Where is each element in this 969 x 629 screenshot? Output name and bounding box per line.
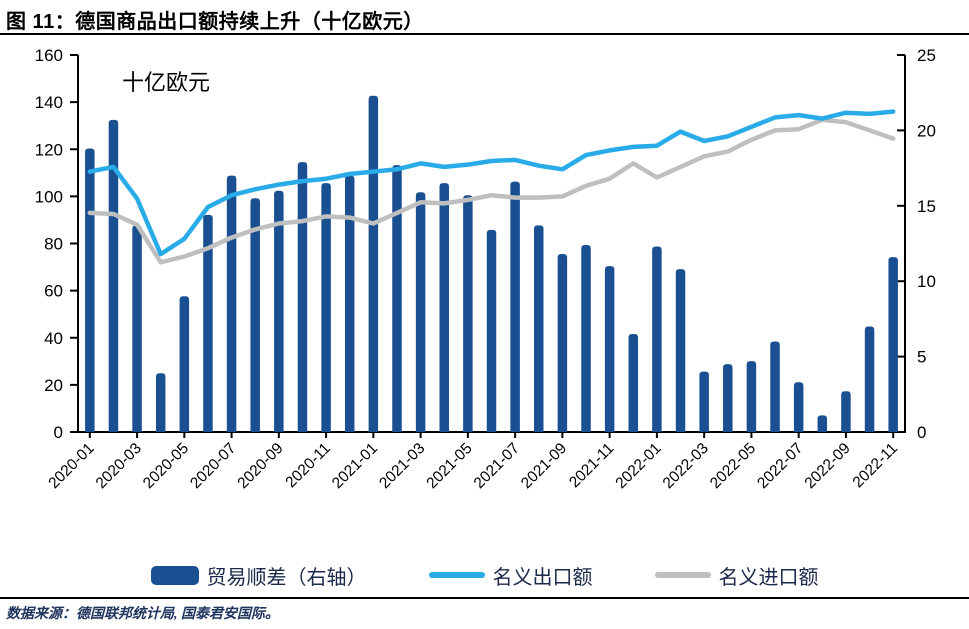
right-axis-tick-label: 0 — [917, 423, 926, 442]
right-axis-tick-label: 15 — [917, 197, 936, 216]
bar-2022-10 — [864, 326, 875, 432]
bar-2020-04 — [155, 373, 166, 432]
x-axis-tick-label: 2022-09 — [802, 440, 854, 492]
right-axis-tick-label: 5 — [917, 348, 926, 367]
left-axis-tick-label: 0 — [54, 423, 63, 442]
bar-2022-11 — [888, 257, 898, 432]
legend-label-exports: 名义出口额 — [492, 566, 593, 589]
bar-2020-06 — [203, 214, 213, 432]
x-axis-tick-label: 2021-09 — [518, 440, 570, 492]
right-axis-tick-label: 10 — [917, 272, 936, 291]
unit-annotation: 十亿欧元 — [122, 70, 210, 95]
bar-2021-04 — [439, 183, 449, 432]
x-axis-tick-label: 2020-09 — [234, 440, 286, 492]
chart-canvas: 十亿欧元 0 20 40 60 80 100 120 140 160 0 5 10 15 20 25 2020… — [35, 46, 936, 492]
bar-2022-06 — [770, 341, 780, 432]
x-axis-tick-label: 2021-01 — [329, 440, 381, 492]
bar-2020-08 — [250, 198, 260, 432]
bar-2021-02 — [392, 165, 402, 433]
bar-2021-05 — [463, 195, 473, 432]
bar-2022-01 — [652, 246, 662, 432]
bar-2022-09 — [841, 391, 851, 432]
bar-2020-05 — [179, 296, 190, 432]
x-axis-tick-label: 2021-07 — [471, 440, 523, 492]
x-axis-tick-label: 2022-05 — [707, 440, 759, 492]
figure-header: 图 11：德国商品出口额持续上升（十亿欧元） — [0, 0, 969, 35]
left-axis-tick-label: 160 — [35, 46, 63, 65]
bar-2021-11 — [604, 266, 615, 432]
left-axis-tick-label: 80 — [44, 235, 63, 254]
footer-divider — [0, 597, 969, 599]
chart-area: 十亿欧元 0 20 40 60 80 100 120 140 160 0 5 10 15 20 25 2020… — [0, 35, 969, 555]
x-axis-tick-label: 2022-01 — [612, 440, 664, 492]
bar-2021-08 — [534, 225, 544, 432]
legend-item-imports: 名义进口额 — [654, 561, 819, 590]
x-axis-tick-label: 2021-03 — [376, 440, 428, 492]
left-axis-tick-label: 20 — [44, 376, 63, 395]
line-series-imports — [87, 117, 896, 265]
bar-swatch-icon — [150, 565, 199, 585]
bar-2021-09 — [557, 254, 568, 432]
bar-2020-07 — [226, 175, 237, 432]
left-axis-tick-label: 60 — [44, 282, 63, 301]
bar-2022-02 — [675, 269, 686, 432]
bar-2022-04 — [723, 364, 733, 432]
bar-2020-12 — [344, 175, 355, 432]
x-axis-tick-label: 2022-03 — [660, 440, 712, 492]
bar-2022-07 — [793, 382, 804, 432]
left-axis-tick-label: 100 — [35, 187, 63, 206]
x-axis-tick-label: 2022-07 — [754, 440, 806, 492]
x-axis-tick-label: 2021-05 — [423, 440, 475, 492]
exports-line-swatch-icon — [428, 572, 485, 578]
right-axis-tick-label: 20 — [917, 121, 936, 140]
bar-2021-01 — [368, 95, 379, 432]
bar-2020-03 — [132, 225, 142, 432]
bar-2020-01 — [85, 148, 95, 432]
bar-2022-03 — [699, 371, 709, 432]
bar-2022-08 — [817, 415, 828, 432]
bar-2020-02 — [108, 119, 119, 433]
legend-item-exports: 名义出口额 — [428, 561, 593, 590]
bar-2021-12 — [628, 333, 639, 432]
left-axis-tick-label: 120 — [35, 140, 63, 159]
bar-2020-11 — [321, 183, 331, 432]
bar-2020-09 — [274, 190, 284, 432]
left-axis-tick-label: 40 — [44, 329, 63, 348]
chart-legend: 贸易顺差（右轴） 名义出口额 名义进口额 — [0, 555, 969, 595]
x-axis-tick-label: 2020-01 — [45, 440, 97, 492]
legend-label-imports: 名义进口额 — [718, 566, 819, 589]
legend-item-surplus: 贸易顺差（右轴） — [150, 561, 367, 590]
x-axis-tick-label: 2020-05 — [140, 440, 192, 492]
data-source-note: 数据来源：德国联邦统计局, 国泰君安国际。 — [6, 607, 279, 622]
bar-2021-03 — [415, 192, 426, 432]
left-axis-tick-label: 140 — [35, 93, 63, 112]
imports-line-swatch-icon — [654, 572, 711, 578]
bar-2021-07 — [510, 181, 520, 432]
legend-label-surplus: 贸易顺差（右轴） — [206, 566, 367, 589]
x-axis-tick-label: 2022-11 — [850, 440, 901, 491]
right-axis-tick-label: 25 — [917, 46, 936, 65]
bar-2021-06 — [486, 229, 497, 432]
bar-2020-10 — [297, 162, 308, 432]
x-axis-tick-label: 2021-11 — [566, 440, 617, 491]
x-axis-tick-label: 2020-11 — [282, 440, 333, 491]
bar-2022-05 — [746, 361, 757, 432]
x-axis-tick-label: 2020-03 — [93, 440, 145, 492]
bar-2021-10 — [581, 245, 591, 432]
line-series-exports — [87, 109, 896, 257]
figure-title: 图 11：德国商品出口额持续上升（十亿欧元） — [6, 11, 424, 33]
x-axis-tick-label: 2020-07 — [187, 440, 239, 492]
